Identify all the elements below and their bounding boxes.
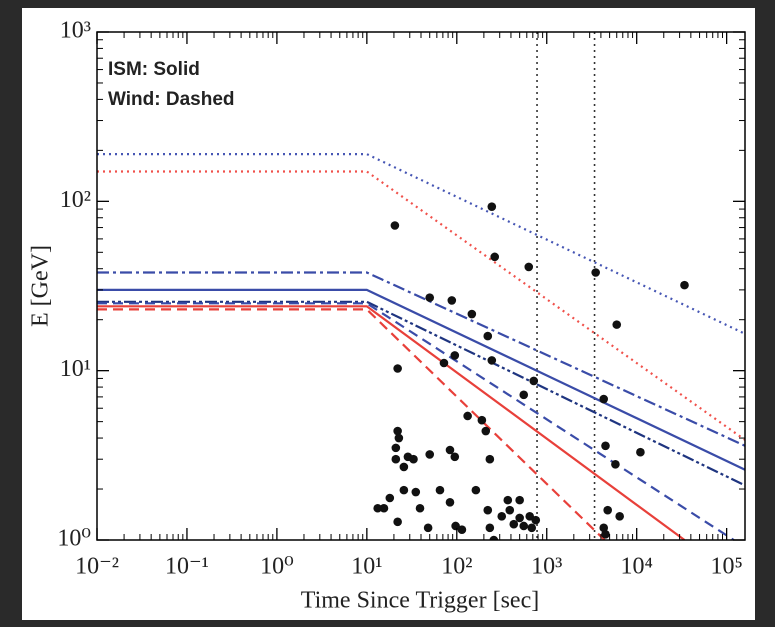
- data-point: [489, 535, 499, 540]
- data-point: [423, 523, 433, 533]
- data-point: [391, 454, 401, 464]
- model-line: [97, 308, 606, 540]
- data-point: [390, 221, 400, 230]
- data-point: [601, 441, 610, 451]
- data-point: [425, 450, 435, 459]
- data-point: [439, 358, 449, 368]
- data-point: [611, 459, 620, 469]
- data-point: [393, 364, 402, 373]
- x-tick-label: 10¹: [351, 554, 382, 580]
- data-point: [415, 503, 425, 513]
- panel: [22, 8, 755, 620]
- data-point: [636, 447, 645, 457]
- annotation: ISM: Solid: [108, 59, 200, 80]
- data-point: [599, 394, 609, 404]
- data-point: [379, 503, 389, 513]
- model-line: [97, 300, 745, 487]
- data-point: [497, 512, 507, 521]
- data-point: [615, 512, 624, 521]
- data-point: [450, 351, 460, 360]
- plot-frame: [96, 31, 746, 541]
- data-point: [483, 331, 493, 341]
- data-point: [385, 493, 395, 503]
- data-point: [477, 415, 487, 425]
- x-tick-label: 10⁻¹: [165, 554, 209, 580]
- data-point: [612, 320, 622, 329]
- data-point: [393, 426, 402, 436]
- data-point: [445, 445, 455, 455]
- data-point: [391, 443, 401, 453]
- data-point: [394, 433, 404, 443]
- data-point: [599, 523, 609, 533]
- data-point: [445, 497, 455, 507]
- data-point: [373, 503, 382, 513]
- data-point: [399, 485, 409, 495]
- annotation: Wind: Dashed: [108, 89, 235, 110]
- x-tick-label: 10²: [441, 554, 472, 580]
- data-point: [527, 523, 537, 533]
- data-point: [483, 505, 493, 515]
- data-point: [467, 309, 477, 319]
- data-point: [471, 485, 481, 495]
- data-point: [425, 293, 435, 302]
- model-line: [97, 305, 686, 540]
- data-point: [505, 505, 515, 515]
- x-tick-label: 10⁴: [621, 554, 653, 580]
- data-point: [519, 521, 529, 531]
- x-tick-label: 10⁵: [710, 554, 742, 580]
- x-tick-label: 10⁻²: [75, 554, 119, 580]
- data-point: [591, 268, 600, 277]
- data-point: [435, 485, 445, 495]
- plot: [97, 32, 745, 540]
- y-axis-label: E [GeV]: [28, 245, 54, 327]
- y-tick-label: 10²: [60, 187, 91, 213]
- data-point: [487, 356, 497, 365]
- model-line: [97, 288, 745, 471]
- data-point: [399, 462, 409, 472]
- x-axis-label: Time Since Trigger [sec]: [301, 588, 539, 614]
- y-tick-label: 10⁰: [57, 526, 91, 552]
- data-point: [409, 454, 418, 464]
- data-point: [680, 280, 689, 290]
- data-point: [519, 390, 529, 400]
- data-point: [515, 513, 524, 523]
- data-point: [451, 521, 460, 531]
- x-tick-label: 10⁰: [260, 554, 294, 580]
- data-point: [503, 495, 513, 505]
- model-line: [97, 271, 745, 447]
- data-point: [487, 202, 497, 211]
- data-point: [457, 525, 467, 535]
- y-tick-label: 10¹: [60, 356, 91, 382]
- data-point: [485, 523, 495, 533]
- data-point: [447, 296, 457, 305]
- data-point: [490, 252, 500, 262]
- data-point: [524, 262, 534, 272]
- data-point: [529, 376, 539, 386]
- data-point: [393, 517, 402, 527]
- y-tick-label: 10³: [60, 18, 91, 44]
- data-point: [463, 411, 472, 421]
- data-point: [603, 505, 612, 515]
- data-point: [450, 452, 460, 462]
- data-point: [509, 519, 519, 529]
- data-point: [411, 487, 421, 497]
- data-point: [601, 530, 610, 539]
- data-point: [481, 426, 491, 436]
- data-point: [531, 515, 541, 525]
- data-point: [515, 495, 524, 505]
- data-point: [485, 454, 495, 464]
- model-line: [97, 302, 735, 540]
- x-tick-label: 10³: [531, 554, 562, 580]
